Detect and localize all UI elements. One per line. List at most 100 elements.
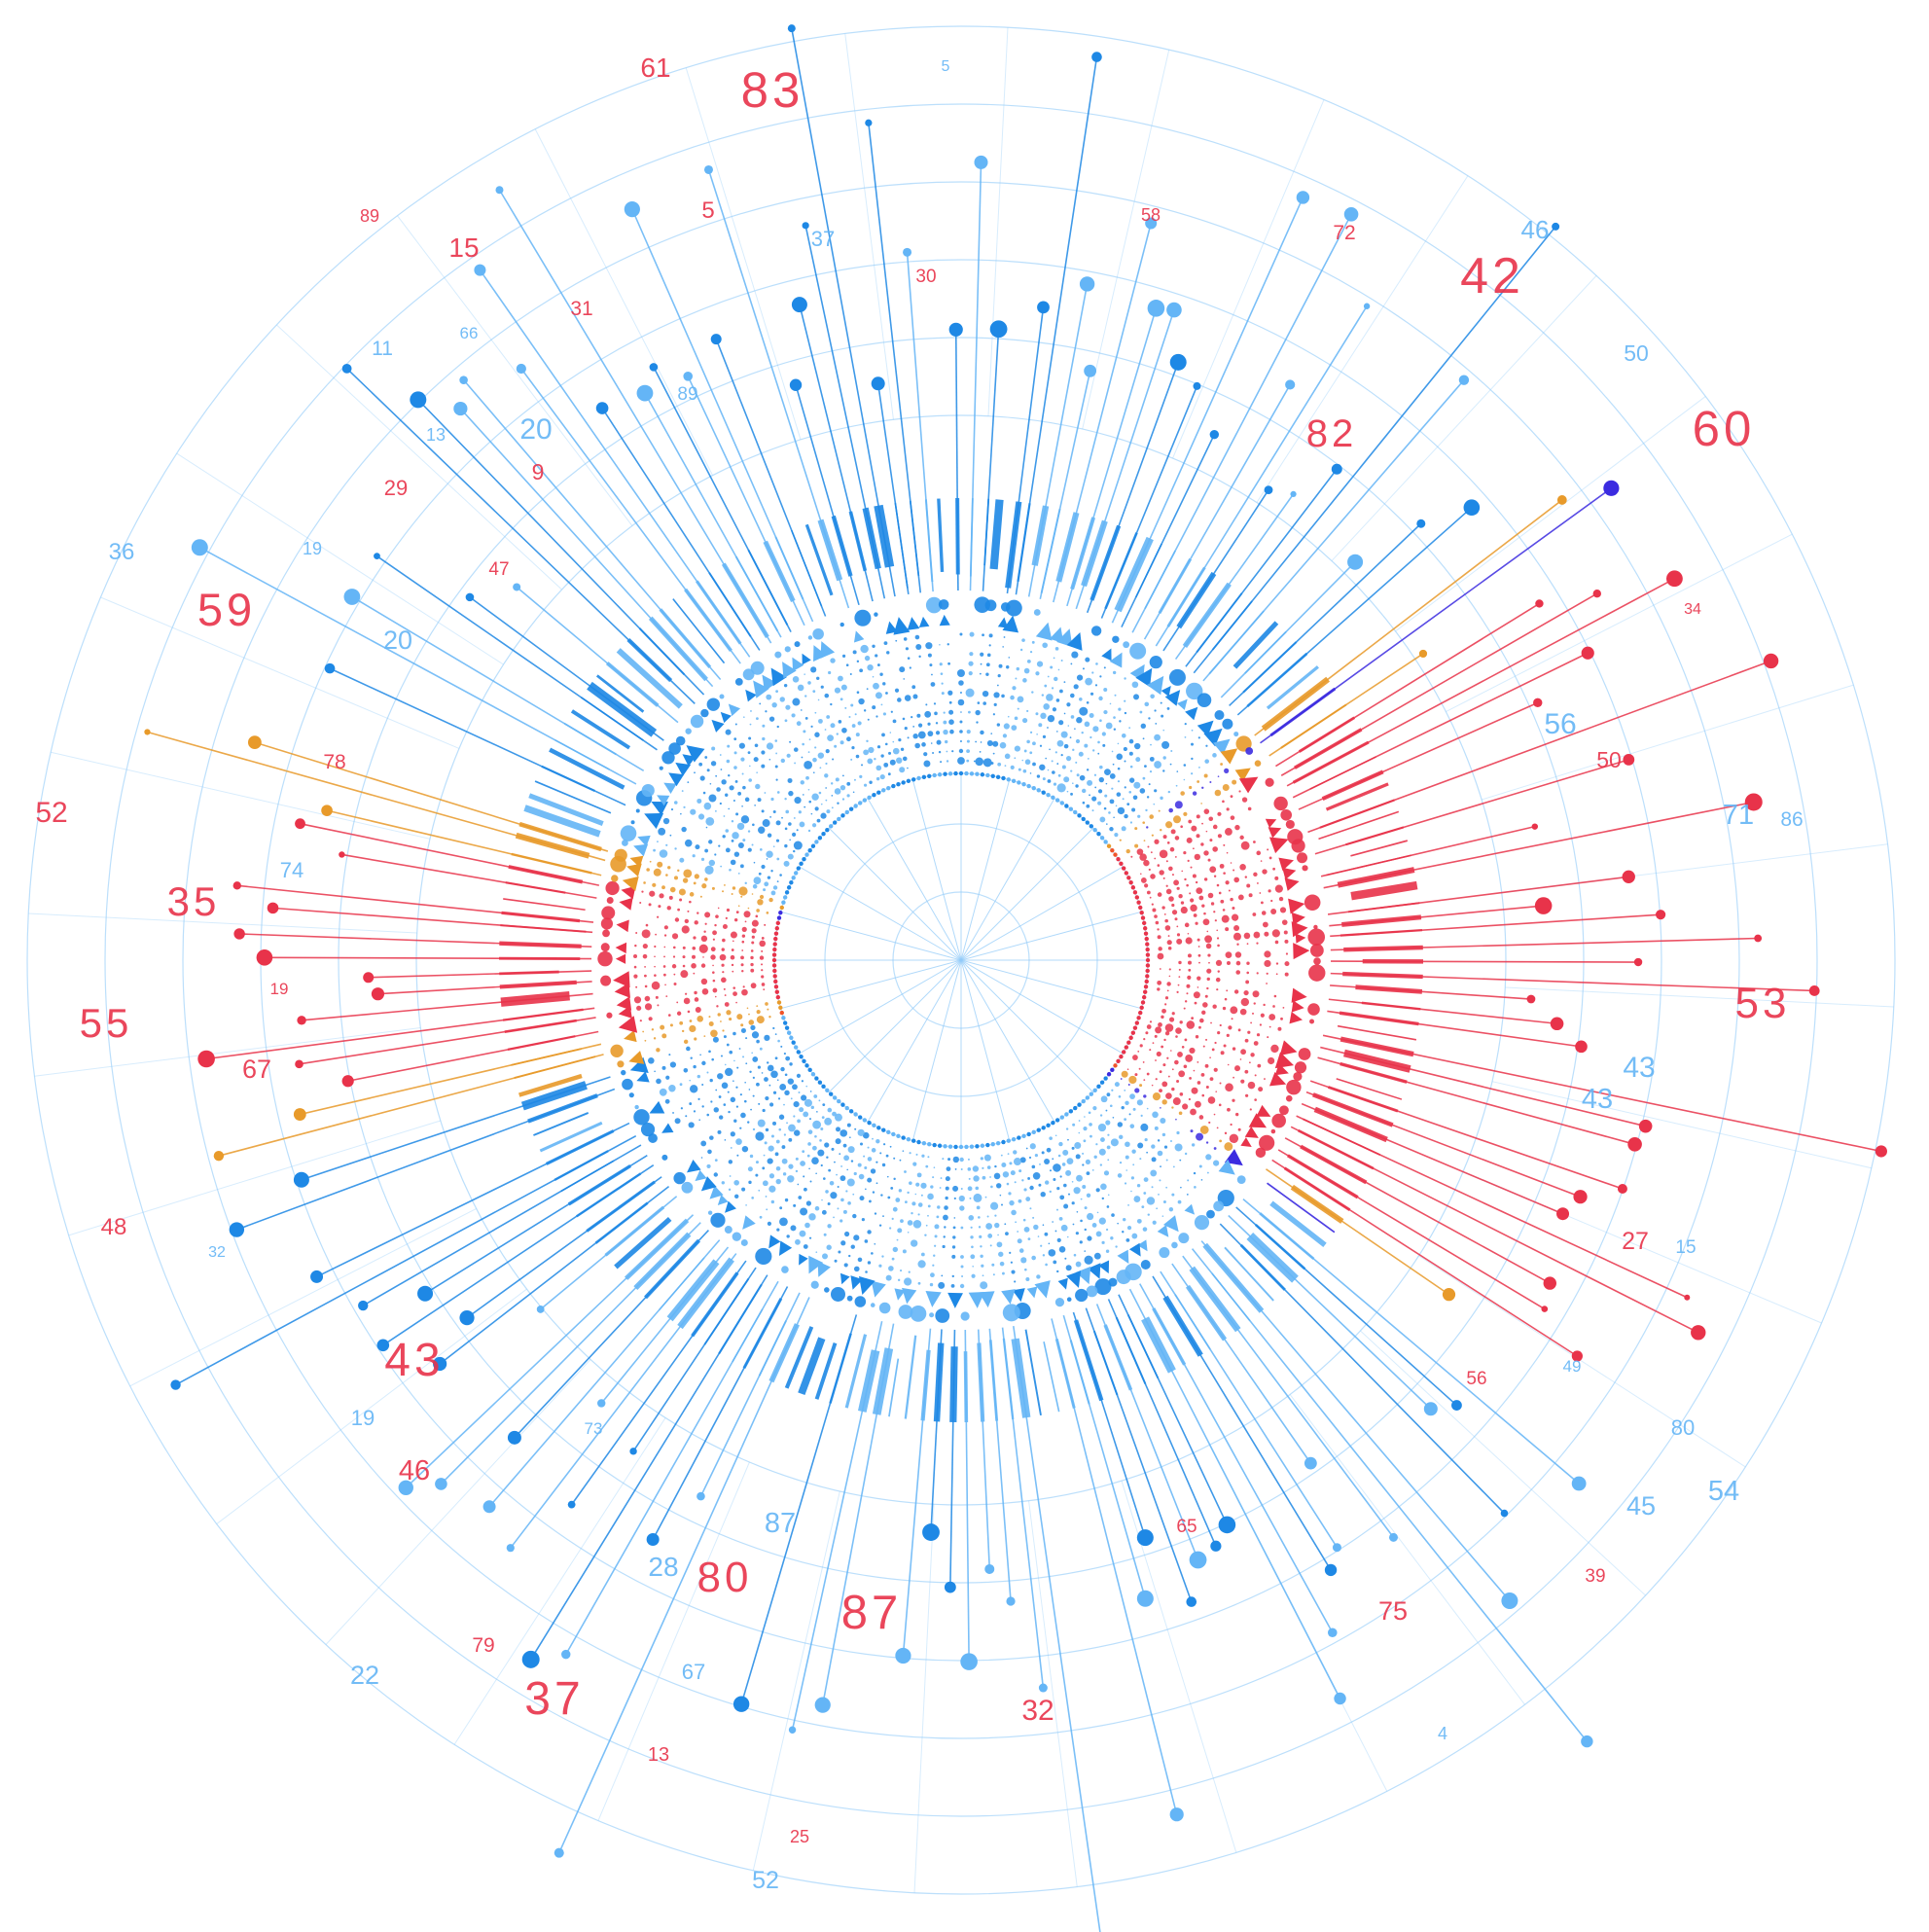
field-dot bbox=[1038, 1183, 1042, 1187]
triangle-marker bbox=[1291, 912, 1305, 926]
field-dot bbox=[1174, 1143, 1183, 1152]
field-dot bbox=[831, 806, 834, 809]
field-dot bbox=[1171, 1087, 1175, 1091]
field-dot bbox=[1176, 1130, 1180, 1135]
value-label: 72 bbox=[1333, 222, 1355, 244]
grid-spoke bbox=[1505, 986, 1894, 1008]
field-dot bbox=[1047, 714, 1055, 723]
stem-line bbox=[147, 731, 606, 862]
field-dot bbox=[1234, 951, 1242, 958]
field-dot bbox=[1048, 1242, 1051, 1245]
ring-marker-dot bbox=[874, 612, 878, 617]
stem-line bbox=[1219, 1223, 1506, 1515]
field-dot bbox=[1130, 1190, 1132, 1193]
ring-dot bbox=[937, 772, 943, 777]
stem-line bbox=[440, 1222, 701, 1485]
field-dot bbox=[917, 1202, 923, 1207]
stem-line bbox=[264, 956, 592, 960]
field-dot bbox=[863, 709, 867, 712]
field-dot bbox=[1158, 1022, 1162, 1027]
field-dot bbox=[1099, 719, 1102, 723]
field-dot bbox=[764, 1141, 768, 1145]
field-dot bbox=[1178, 976, 1181, 979]
field-dot bbox=[1210, 1021, 1212, 1024]
field-dot bbox=[764, 881, 769, 887]
triangle-marker bbox=[808, 1255, 824, 1274]
grid-spoke bbox=[752, 1490, 840, 1872]
stem-line bbox=[1107, 1299, 1217, 1547]
field-dot bbox=[708, 840, 713, 844]
ring-dot bbox=[1081, 816, 1086, 822]
ring-dot bbox=[1036, 1127, 1041, 1132]
field-dot bbox=[1087, 779, 1093, 786]
field-dot bbox=[1090, 735, 1092, 739]
value-label: 55 bbox=[80, 1000, 133, 1046]
field-dot bbox=[1164, 996, 1169, 1000]
field-dot bbox=[907, 657, 911, 660]
field-dot bbox=[982, 633, 984, 637]
field-dot bbox=[801, 756, 804, 759]
field-dot bbox=[728, 1110, 731, 1114]
ring-marker-dot bbox=[1313, 957, 1321, 965]
field-dot bbox=[850, 1160, 854, 1163]
stem-line bbox=[1185, 468, 1338, 667]
field-dot bbox=[1084, 1116, 1086, 1118]
stem-line bbox=[498, 189, 772, 644]
triangle-marker bbox=[649, 1100, 665, 1114]
field-dot bbox=[763, 1154, 766, 1157]
field-dot bbox=[767, 1158, 773, 1164]
field-dot bbox=[1124, 1118, 1127, 1122]
field-dot bbox=[1229, 1133, 1239, 1144]
field-dot bbox=[1216, 937, 1220, 940]
field-dot bbox=[1129, 821, 1133, 824]
field-dot bbox=[1002, 646, 1004, 648]
ring-dot bbox=[802, 856, 806, 862]
triangle-marker bbox=[1279, 1040, 1298, 1055]
triangle-marker bbox=[1162, 1215, 1179, 1233]
field-dot bbox=[1073, 1187, 1081, 1195]
ring-dot bbox=[876, 790, 881, 795]
stem-line bbox=[1121, 434, 1216, 628]
field-dot bbox=[714, 923, 717, 927]
field-dot bbox=[1190, 1108, 1197, 1116]
field-dot bbox=[1240, 1079, 1245, 1084]
field-dot bbox=[1216, 1127, 1219, 1129]
field-dot bbox=[959, 692, 962, 694]
field-dot bbox=[1039, 1163, 1041, 1165]
ring-dot bbox=[773, 979, 778, 984]
field-dot bbox=[1063, 1203, 1069, 1209]
field-dot bbox=[699, 1054, 701, 1056]
field-dot bbox=[750, 983, 757, 989]
field-dot bbox=[1240, 1049, 1246, 1055]
ring-marker-dot bbox=[640, 1122, 656, 1137]
triangle-marker bbox=[629, 855, 644, 868]
stem-end-dot bbox=[374, 553, 380, 560]
field-dot bbox=[710, 761, 717, 767]
field-dot bbox=[1097, 789, 1103, 794]
ring-marker-dot bbox=[1236, 1175, 1246, 1185]
field-dot bbox=[662, 817, 670, 825]
field-dot bbox=[1145, 1031, 1149, 1035]
field-dot bbox=[676, 1011, 682, 1016]
stem-end-dot bbox=[339, 851, 345, 858]
field-dot bbox=[1112, 763, 1115, 766]
field-dot bbox=[1225, 927, 1230, 932]
field-dot bbox=[1259, 1023, 1262, 1026]
field-dot bbox=[719, 754, 722, 756]
stem-line bbox=[1202, 379, 1465, 682]
field-dot bbox=[642, 953, 648, 959]
field-dot bbox=[759, 1215, 763, 1219]
ring-dot bbox=[782, 895, 788, 900]
field-dot bbox=[1119, 839, 1122, 841]
field-dot bbox=[764, 792, 767, 794]
triangle-marker bbox=[709, 1185, 724, 1199]
stem-end-dot bbox=[1193, 381, 1201, 390]
bar bbox=[798, 1337, 826, 1396]
stem-end-dot bbox=[1332, 1543, 1341, 1553]
field-dot bbox=[1036, 661, 1044, 667]
field-dot bbox=[958, 680, 964, 686]
field-dot bbox=[1253, 1002, 1256, 1005]
value-label: 54 bbox=[1708, 1476, 1739, 1507]
field-dot bbox=[760, 848, 763, 851]
field-dot bbox=[727, 744, 731, 748]
